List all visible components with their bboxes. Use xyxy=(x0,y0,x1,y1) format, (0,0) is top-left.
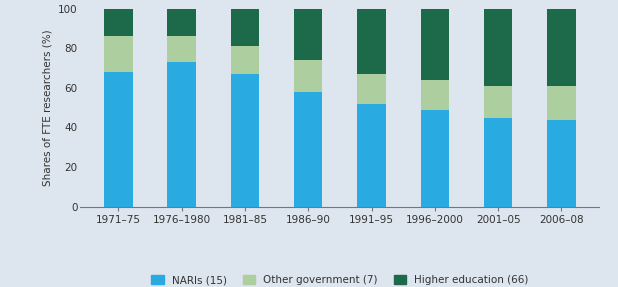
Bar xyxy=(547,86,576,119)
Bar xyxy=(421,9,449,80)
Bar xyxy=(484,9,512,86)
Bar xyxy=(357,9,386,74)
Bar xyxy=(547,119,576,207)
Y-axis label: Shares of FTE researchers (%): Shares of FTE researchers (%) xyxy=(43,29,53,186)
Bar xyxy=(104,36,133,72)
Bar xyxy=(357,74,386,104)
Bar xyxy=(104,72,133,207)
Bar xyxy=(294,92,323,207)
Bar xyxy=(294,60,323,92)
Bar xyxy=(231,46,259,74)
Bar xyxy=(167,36,196,62)
Bar xyxy=(231,74,259,207)
Bar xyxy=(484,86,512,118)
Bar xyxy=(421,80,449,110)
Bar xyxy=(547,9,576,86)
Bar xyxy=(231,9,259,46)
Bar xyxy=(294,9,323,60)
Bar xyxy=(167,62,196,207)
Bar xyxy=(357,104,386,207)
Bar xyxy=(421,110,449,207)
Bar xyxy=(484,118,512,207)
Bar xyxy=(167,9,196,36)
Legend: NARIs (15), Other government (7), Higher education (66): NARIs (15), Other government (7), Higher… xyxy=(151,275,529,285)
Bar xyxy=(104,9,133,36)
